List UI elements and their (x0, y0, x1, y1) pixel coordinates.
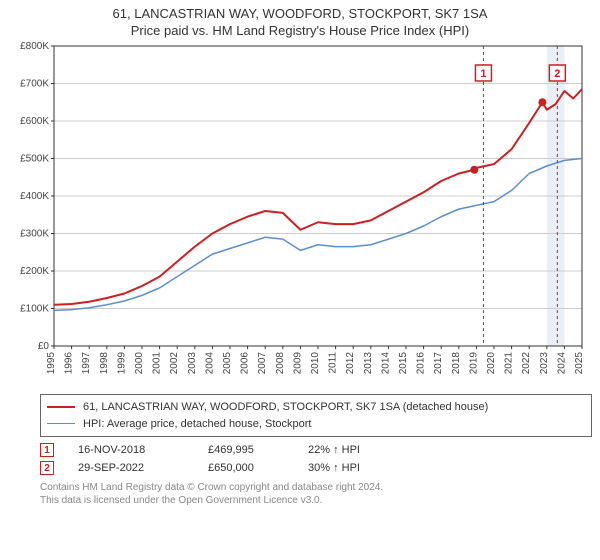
svg-text:£300K: £300K (20, 229, 49, 240)
svg-text:2007: 2007 (257, 352, 268, 375)
svg-text:£100K: £100K (20, 304, 49, 315)
sale-price: £469,995 (208, 444, 308, 456)
svg-text:2019: 2019 (468, 352, 479, 375)
svg-text:2003: 2003 (187, 352, 198, 375)
sale-marker-icon: 2 (40, 461, 54, 475)
svg-text:2022: 2022 (521, 352, 532, 375)
sale-date: 29-SEP-2022 (78, 462, 208, 474)
chart-area: £0 £100K £200K £300K £400K £500K £600K £700K £80… (8, 40, 592, 390)
svg-text:2017: 2017 (433, 352, 444, 375)
svg-text:2015: 2015 (398, 352, 409, 375)
attribution-footer: Contains HM Land Registry data © Crown c… (40, 481, 592, 507)
svg-text:£400K: £400K (20, 191, 49, 202)
footer-line1: Contains HM Land Registry data © Crown c… (40, 481, 592, 494)
svg-text:2000: 2000 (134, 352, 145, 375)
sale-row: 2 29-SEP-2022£650,00030% ↑ HPI (40, 461, 592, 475)
svg-text:1999: 1999 (116, 352, 127, 375)
line-chart-svg: £0 £100K £200K £300K £400K £500K £600K £700K £80… (8, 40, 592, 390)
footer-line2: This data is licensed under the Open Gov… (40, 494, 592, 507)
svg-text:2014: 2014 (380, 352, 391, 375)
svg-text:1997: 1997 (81, 352, 92, 375)
svg-text:2024: 2024 (556, 352, 567, 375)
svg-text:1995: 1995 (46, 352, 57, 375)
svg-text:1: 1 (480, 68, 486, 80)
svg-text:2010: 2010 (310, 352, 321, 375)
chart-title-line1: 61, LANCASTRIAN WAY, WOODFORD, STOCKPORT… (8, 6, 592, 21)
sale-date: 16-NOV-2018 (78, 444, 208, 456)
svg-text:2001: 2001 (152, 352, 163, 375)
svg-text:2004: 2004 (204, 352, 215, 375)
legend-item: 61, LANCASTRIAN WAY, WOODFORD, STOCKPORT… (47, 399, 585, 416)
svg-text:£500K: £500K (20, 154, 49, 165)
svg-text:£600K: £600K (20, 116, 49, 127)
svg-text:1996: 1996 (64, 352, 75, 375)
svg-text:£0: £0 (38, 341, 50, 352)
svg-text:2018: 2018 (451, 352, 462, 375)
chart-title-line2: Price paid vs. HM Land Registry's House … (8, 23, 592, 38)
sale-marker-icon: 1 (40, 443, 54, 457)
sale-hpi-delta: 22% ↑ HPI (308, 444, 428, 456)
svg-text:2012: 2012 (345, 352, 356, 375)
svg-text:2021: 2021 (504, 352, 515, 375)
svg-text:2005: 2005 (222, 352, 233, 375)
svg-text:£800K: £800K (20, 41, 49, 52)
legend-swatch (47, 406, 75, 408)
svg-text:1998: 1998 (99, 352, 110, 375)
svg-text:2008: 2008 (275, 352, 286, 375)
svg-text:2016: 2016 (416, 352, 427, 375)
svg-text:2: 2 (554, 68, 560, 80)
sale-row: 1 16-NOV-2018£469,99522% ↑ HPI (40, 443, 592, 457)
svg-text:£700K: £700K (20, 79, 49, 90)
sale-events: 1 16-NOV-2018£469,99522% ↑ HPI 2 29-SEP-202… (40, 443, 592, 475)
legend-item: HPI: Average price, detached house, Stoc… (47, 416, 585, 433)
legend-label: 61, LANCASTRIAN WAY, WOODFORD, STOCKPORT… (83, 399, 488, 416)
svg-text:2025: 2025 (574, 352, 585, 375)
svg-text:2009: 2009 (292, 352, 303, 375)
svg-text:2002: 2002 (169, 352, 180, 375)
svg-text:2006: 2006 (240, 352, 251, 375)
legend-label: HPI: Average price, detached house, Stoc… (83, 416, 312, 433)
sale-hpi-delta: 30% ↑ HPI (308, 462, 428, 474)
legend-swatch (47, 423, 75, 424)
svg-text:2011: 2011 (328, 352, 339, 374)
chart-title-block: 61, LANCASTRIAN WAY, WOODFORD, STOCKPORT… (0, 0, 600, 40)
sale-price: £650,000 (208, 462, 308, 474)
svg-text:2020: 2020 (486, 352, 497, 375)
legend: 61, LANCASTRIAN WAY, WOODFORD, STOCKPORT… (40, 394, 592, 437)
svg-text:£200K: £200K (20, 266, 49, 277)
svg-text:2013: 2013 (363, 352, 374, 375)
svg-text:2023: 2023 (539, 352, 550, 375)
